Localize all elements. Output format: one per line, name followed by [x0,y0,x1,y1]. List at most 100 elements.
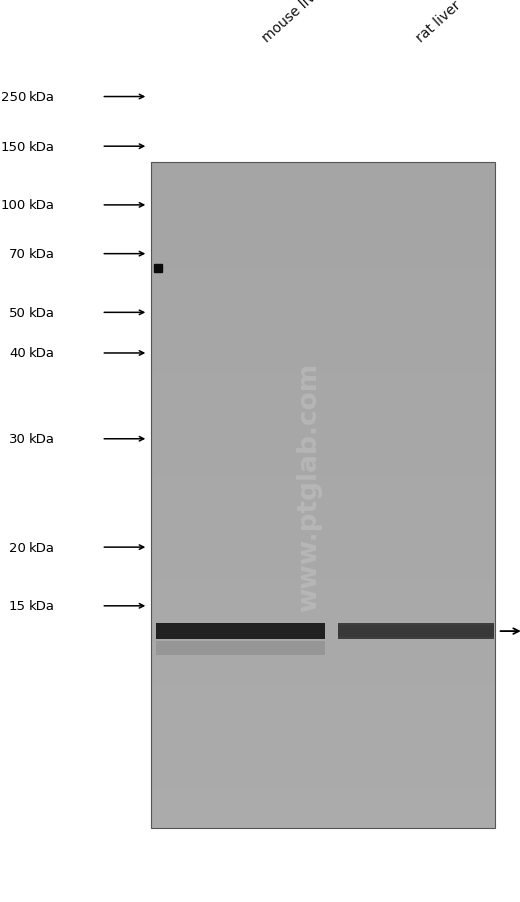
Bar [151,504,495,506]
Bar [151,491,495,493]
Bar [151,362,495,364]
Bar [151,419,495,422]
Bar [151,788,495,790]
Bar [151,513,495,515]
Bar [151,805,495,808]
Bar [151,571,495,573]
Bar [151,393,495,395]
Bar [151,668,495,670]
Bar [151,202,495,205]
Bar [151,653,495,655]
Bar [151,322,495,325]
Bar [151,222,495,225]
Bar [151,337,495,340]
Bar [151,244,495,246]
Bar [151,287,495,289]
Bar [151,162,495,828]
Bar [151,187,495,189]
Bar [151,801,495,804]
Text: kDa: kDa [29,600,55,612]
Bar [151,664,495,666]
Bar [151,535,495,538]
Bar [151,384,495,386]
Bar [151,815,495,817]
Bar [151,608,495,611]
Bar [151,750,495,752]
Bar [151,431,495,433]
Bar [151,318,495,320]
Bar [151,769,495,770]
Bar [151,557,495,559]
Bar [151,641,495,644]
Bar [151,702,495,704]
Bar [151,231,495,234]
Bar [151,462,495,465]
Bar [151,289,495,291]
Bar [151,746,495,748]
Bar [151,482,495,484]
Bar [151,173,495,176]
Bar [151,744,495,746]
Bar [151,226,495,229]
Bar [151,804,495,805]
Bar [151,620,495,621]
Bar [151,217,495,220]
Bar [151,708,495,711]
Bar [151,719,495,722]
Bar [151,391,495,393]
Text: kDa: kDa [29,433,55,446]
Bar [151,382,495,384]
Bar [151,473,495,475]
Bar [151,600,495,602]
Bar [151,200,495,202]
Bar [151,699,495,702]
Bar [151,577,495,579]
Bar [151,446,495,448]
Bar [151,582,495,584]
Bar [151,489,495,491]
Bar [151,670,495,673]
Bar [151,797,495,799]
Bar [151,262,495,264]
Bar [151,509,495,511]
Bar [151,373,495,375]
Bar [151,460,495,462]
Bar [151,502,495,504]
Bar [151,395,495,398]
Bar [151,637,495,640]
Bar [151,378,495,380]
Bar [151,275,495,278]
Bar [151,269,495,272]
Bar [151,575,495,577]
Bar [151,573,495,575]
Bar [151,345,495,346]
Bar [151,706,495,708]
Bar [151,331,495,333]
Bar [151,819,495,822]
Bar [151,793,495,795]
Bar [151,630,495,633]
Bar [151,448,495,451]
Bar [151,566,495,568]
Bar [151,253,495,255]
Bar [151,617,495,620]
Bar [151,777,495,779]
Bar [151,398,495,400]
Bar [151,493,495,495]
Bar [151,732,495,735]
Bar [151,595,495,597]
Bar [151,409,495,411]
Bar [151,336,495,337]
Bar [151,810,495,813]
Bar [151,216,495,218]
Bar [151,466,495,468]
Bar [151,422,495,424]
Bar [156,641,325,656]
Text: kDa: kDa [29,307,55,319]
Text: kDa: kDa [29,199,55,212]
Bar [151,354,495,355]
Bar [151,588,495,591]
Bar [151,444,495,446]
Bar [151,196,495,198]
Bar [151,726,495,728]
